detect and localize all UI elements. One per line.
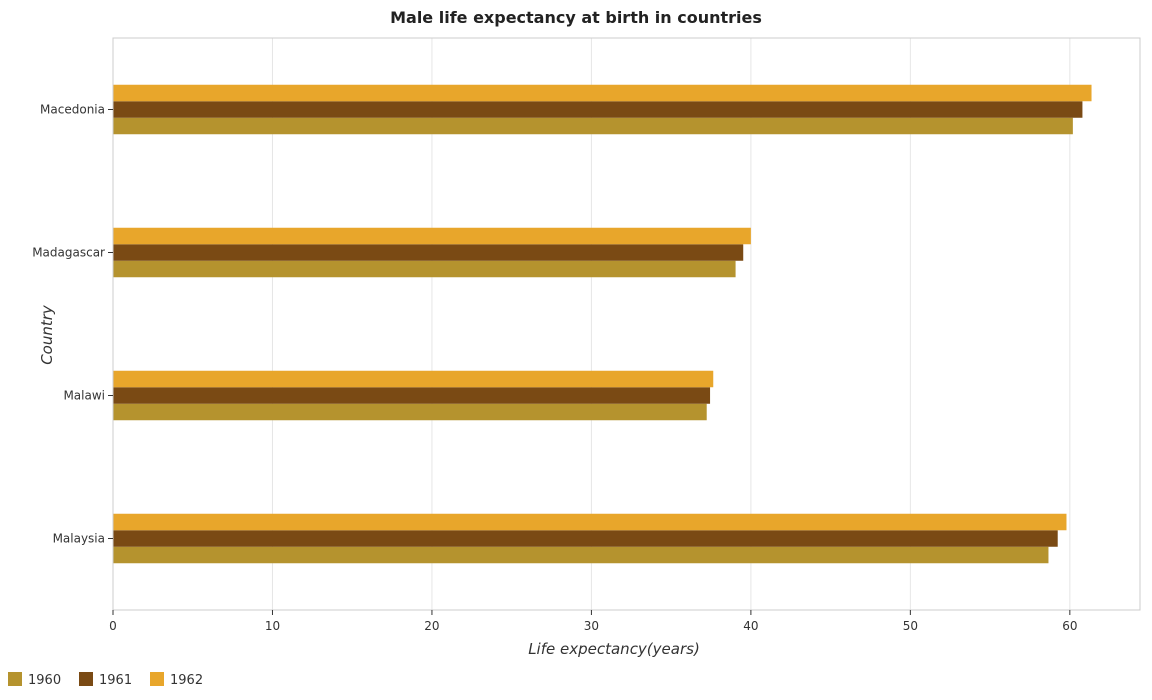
y-tick-label: Malawi bbox=[63, 389, 105, 403]
axes: 0 10 20 30 40 50 60 Macedonia Madagascar Malawi Ma… bbox=[32, 37, 1141, 633]
legend-label: 1961 bbox=[99, 673, 132, 688]
legend-swatch bbox=[79, 672, 93, 686]
bar bbox=[113, 101, 1083, 118]
x-tick-label: 0 bbox=[109, 619, 117, 633]
bar bbox=[113, 84, 1092, 102]
y-tick-label: Macedonia bbox=[40, 103, 105, 117]
y-tick-label: Madagascar bbox=[32, 246, 105, 260]
chart-title: Male life expectancy at birth in countri… bbox=[390, 8, 762, 27]
bar bbox=[113, 370, 714, 388]
bar bbox=[113, 244, 744, 261]
legend-label: 1962 bbox=[170, 673, 203, 688]
legend-swatch bbox=[150, 672, 164, 686]
x-tick-label: 10 bbox=[265, 619, 280, 633]
bar bbox=[113, 260, 736, 278]
bar bbox=[113, 403, 707, 421]
bars bbox=[113, 84, 1092, 564]
plot-frame bbox=[112, 37, 1141, 611]
y-axis-label: Country bbox=[38, 304, 56, 365]
legend-label: 1960 bbox=[28, 673, 61, 688]
legend: 1960 1961 1962 bbox=[8, 672, 203, 688]
bar bbox=[113, 530, 1058, 547]
x-tick-label: 30 bbox=[584, 619, 599, 633]
x-tick-label: 40 bbox=[743, 619, 758, 633]
bar bbox=[113, 546, 1049, 564]
y-tick-label: Malaysia bbox=[53, 532, 105, 546]
bar bbox=[113, 117, 1073, 135]
legend-swatch bbox=[8, 672, 22, 686]
x-tick-label: 20 bbox=[424, 619, 439, 633]
bar bbox=[113, 387, 711, 404]
x-axis-label: Life expectancy(years) bbox=[528, 640, 700, 658]
x-tick-label: 60 bbox=[1062, 619, 1077, 633]
bar bbox=[113, 227, 751, 245]
bar bbox=[113, 513, 1067, 531]
x-tick-label: 50 bbox=[903, 619, 918, 633]
